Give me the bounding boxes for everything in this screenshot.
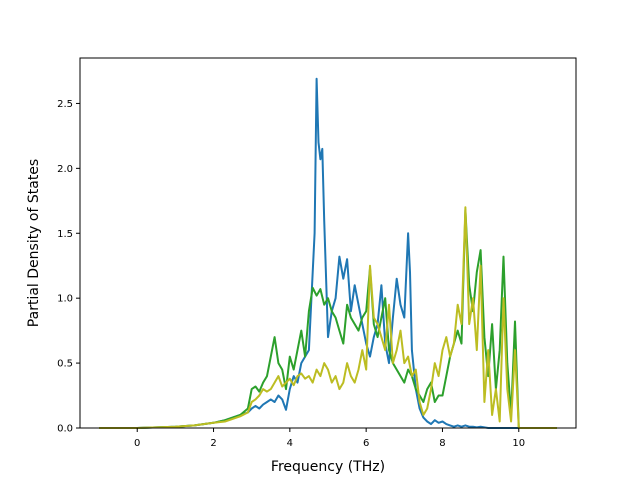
x-tick-label: 10 [512, 438, 525, 449]
y-tick-label: 2.5 [57, 99, 73, 110]
plot-frame [79, 57, 577, 429]
x-tick-label: 6 [363, 438, 369, 449]
series-line-3 [99, 206, 557, 429]
y-tick-label: 0.0 [57, 424, 73, 435]
y-tick-label: 1.5 [57, 229, 73, 240]
x-axis-ticks: 0 2 4 6 8 10 [134, 428, 525, 449]
y-axis-label: Partial Density of States [26, 159, 42, 327]
x-axis-label: Frequency (THz) [271, 459, 385, 475]
y-tick-label: 2.0 [57, 164, 73, 175]
y-tick-label: 1.0 [57, 294, 73, 305]
x-tick-label: 0 [134, 438, 140, 449]
y-axis-ticks: 0.0 0.5 1.0 1.5 2.0 2.5 [57, 99, 80, 435]
y-tick-label: 0.5 [57, 359, 73, 370]
series-layer [99, 77, 557, 429]
series-line-1 [99, 77, 557, 429]
x-tick-label: 4 [287, 438, 293, 449]
x-tick-label: 2 [210, 438, 216, 449]
x-tick-label: 8 [439, 438, 445, 449]
